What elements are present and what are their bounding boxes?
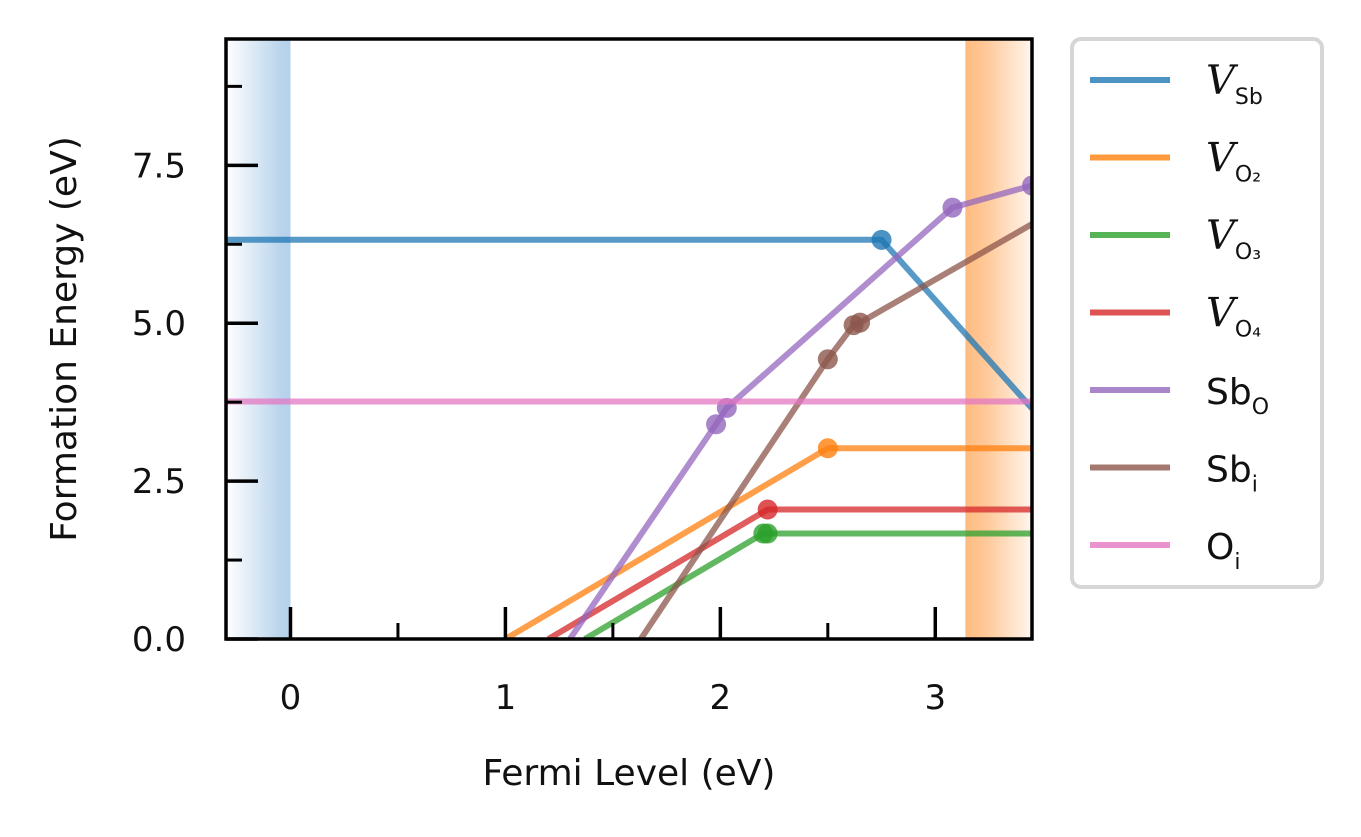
plot-frame xyxy=(224,37,1034,641)
legend-label-sb_i: Sbi xyxy=(1206,450,1258,498)
y-tick-label: 7.5 xyxy=(132,146,186,186)
marker-sb_o-0 xyxy=(706,414,727,435)
legend-box xyxy=(1070,37,1324,589)
marker-v_o3-1 xyxy=(757,523,778,544)
series-line-v_o2 xyxy=(503,445,1032,639)
y-tick-label: 5.0 xyxy=(132,304,186,344)
conduction-band-region xyxy=(965,39,1032,639)
valence-band-region xyxy=(226,39,291,639)
marker-sb_o-3 xyxy=(1022,175,1032,196)
legend-label-v_o2: VO₂ xyxy=(1206,136,1261,188)
marker-v_sb-0 xyxy=(871,229,892,250)
x-axis-label: Fermi Level (eV) xyxy=(483,753,776,794)
series-line-sb_o xyxy=(567,182,1032,639)
y-axis-label: Formation Energy (eV) xyxy=(44,136,85,542)
legend-label-v_sb: VSb xyxy=(1206,58,1263,110)
x-tick-label: 0 xyxy=(280,678,302,718)
y-tick-label: 2.5 xyxy=(132,462,186,502)
x-tick-label: 3 xyxy=(924,678,946,718)
marker-sb_o-2 xyxy=(942,197,963,218)
x-tick-label: 2 xyxy=(710,678,732,718)
x-tick-label: 1 xyxy=(495,678,517,718)
marker-sb_i-2 xyxy=(850,312,871,333)
legend: VSb VO₂ VO₃ VO₄ SbO Sbi Oi xyxy=(1070,37,1324,589)
legend-label-v_o4: VO₄ xyxy=(1206,291,1261,343)
y-tick-label: 0.0 xyxy=(132,620,186,660)
legend-label-o_i: Oi xyxy=(1206,527,1240,575)
marker-v_o4-0 xyxy=(757,499,778,520)
legend-label-v_o3: VO₃ xyxy=(1206,213,1261,265)
marker-v_o2-0 xyxy=(817,438,838,459)
series-line-v_sb xyxy=(226,236,1032,411)
marker-sb_i-0 xyxy=(817,349,838,370)
legend-label-sb_o: SbO xyxy=(1206,372,1269,420)
